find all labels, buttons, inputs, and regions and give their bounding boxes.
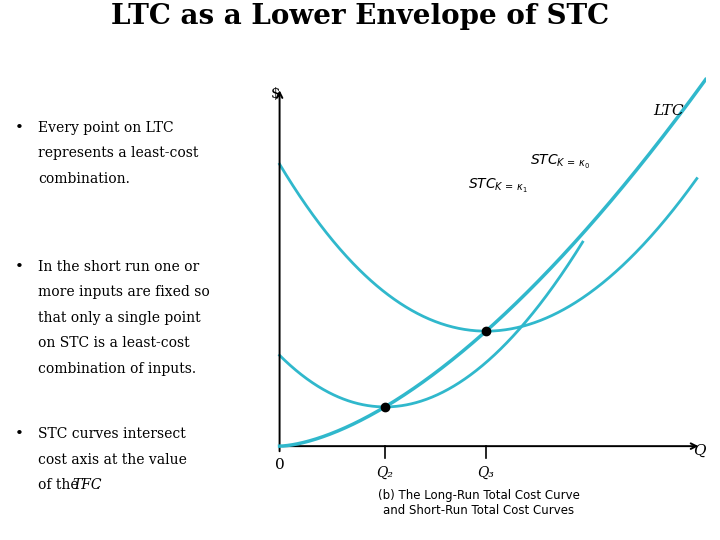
Text: on STC is a least-cost: on STC is a least-cost (38, 336, 190, 350)
Text: of the: of the (38, 478, 84, 492)
Text: $\mathit{STC}_{K\,=\,\kappa_0}$: $\mathit{STC}_{K\,=\,\kappa_0}$ (530, 153, 590, 171)
Text: $: $ (271, 87, 280, 102)
Text: In the short run one or: In the short run one or (38, 260, 199, 274)
Text: Q: Q (693, 444, 706, 458)
Text: more inputs are fixed so: more inputs are fixed so (38, 286, 210, 299)
Text: •: • (15, 260, 24, 274)
Text: $\mathit{STC}_{K\,=\,\kappa_1}$: $\mathit{STC}_{K\,=\,\kappa_1}$ (469, 177, 528, 195)
Text: TFC: TFC (72, 478, 102, 492)
Text: •: • (15, 120, 24, 134)
Text: Q₃: Q₃ (477, 466, 495, 480)
Text: Q₂: Q₂ (377, 466, 394, 480)
Text: Every point on LTC: Every point on LTC (38, 120, 174, 134)
Text: combination of inputs.: combination of inputs. (38, 362, 197, 376)
Text: STC curves intersect: STC curves intersect (38, 427, 186, 441)
Text: (b) The Long-Run Total Cost Curve
and Short-Run Total Cost Curves: (b) The Long-Run Total Cost Curve and Sh… (378, 489, 580, 517)
Text: that only a single point: that only a single point (38, 311, 201, 325)
Text: LTC: LTC (653, 104, 683, 118)
Text: 0: 0 (275, 458, 284, 472)
Text: combination.: combination. (38, 172, 130, 186)
Text: LTC as a Lower Envelope of STC: LTC as a Lower Envelope of STC (111, 3, 609, 30)
Text: represents a least-cost: represents a least-cost (38, 146, 199, 160)
Text: cost axis at the value: cost axis at the value (38, 453, 187, 467)
Text: .: . (95, 478, 99, 492)
Text: •: • (15, 427, 24, 441)
